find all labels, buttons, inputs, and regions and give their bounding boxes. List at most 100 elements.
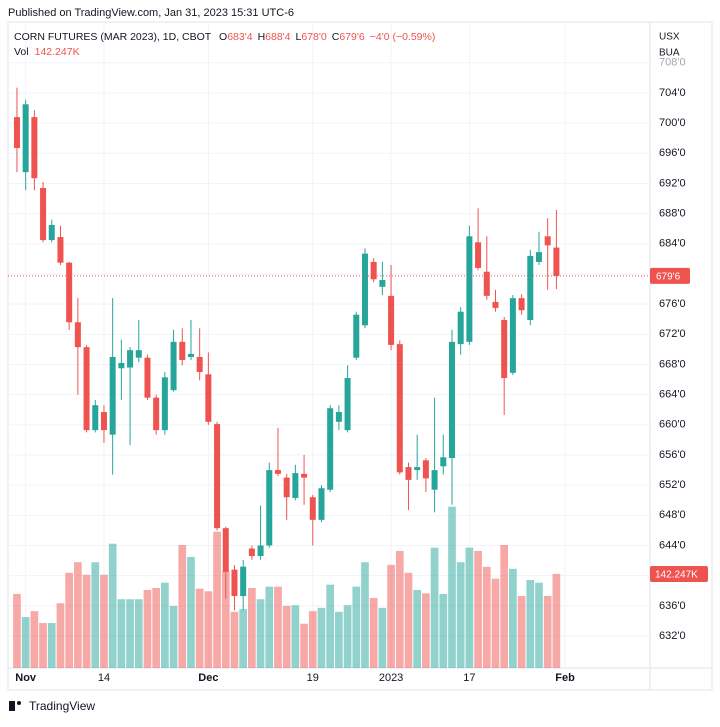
candle-body bbox=[109, 356, 116, 435]
volume-bar bbox=[265, 586, 274, 668]
volume-bar bbox=[204, 591, 213, 668]
y-tick-label: 692'0 bbox=[659, 177, 686, 189]
x-tick-label: Nov bbox=[15, 672, 37, 684]
last-price-label: 679'6 bbox=[656, 272, 681, 283]
volume-bar bbox=[552, 573, 561, 668]
volume-bar bbox=[30, 611, 39, 668]
candle-body bbox=[431, 470, 438, 490]
volume-bar bbox=[82, 574, 91, 668]
volume-bar bbox=[108, 543, 117, 668]
candle-body bbox=[553, 247, 560, 276]
candle-body bbox=[527, 255, 534, 320]
candle-body bbox=[248, 548, 255, 557]
y-tick-label: 648'0 bbox=[659, 509, 686, 521]
candle-body bbox=[335, 412, 342, 422]
candle-body bbox=[179, 341, 186, 360]
candle-body bbox=[92, 405, 99, 431]
volume-bar bbox=[256, 599, 265, 668]
legend-change: −4'0 (−0.59%) bbox=[370, 31, 436, 43]
candle-body bbox=[187, 353, 194, 357]
candle-body bbox=[266, 470, 273, 546]
candle-body bbox=[405, 467, 412, 480]
volume-bar bbox=[491, 578, 500, 668]
volume-bar bbox=[195, 588, 204, 668]
volume-bar bbox=[369, 597, 378, 668]
volume-bar bbox=[456, 562, 465, 668]
volume-label-box bbox=[650, 565, 708, 582]
volume-bar bbox=[221, 570, 230, 668]
volume-bar bbox=[282, 605, 291, 668]
volume-bar bbox=[413, 589, 422, 668]
volume-bar bbox=[448, 506, 456, 668]
volume-bar bbox=[335, 611, 343, 668]
volume-bar bbox=[361, 562, 369, 668]
logo-mark bbox=[9, 701, 15, 711]
currency-label: BUA bbox=[659, 48, 680, 59]
y-tick-label: 704'0 bbox=[659, 87, 686, 99]
volume-bar bbox=[117, 599, 126, 668]
volume-bar bbox=[248, 587, 256, 668]
legend-key: C bbox=[332, 31, 340, 43]
volume-bar bbox=[308, 611, 317, 668]
volume-bar bbox=[134, 599, 143, 668]
candle-body bbox=[448, 341, 455, 459]
candle-body bbox=[518, 298, 525, 311]
candle-body bbox=[40, 188, 47, 241]
candle-body bbox=[309, 497, 316, 520]
volume-bar bbox=[535, 582, 543, 668]
candle-body bbox=[492, 301, 499, 308]
candle-body bbox=[344, 378, 351, 431]
volume-bar bbox=[300, 623, 308, 668]
volume-bar bbox=[152, 587, 161, 668]
legend-key: L bbox=[296, 31, 302, 43]
volume-bar bbox=[100, 574, 108, 668]
candle-body bbox=[301, 473, 308, 478]
candle-body bbox=[161, 377, 168, 431]
logo-dot bbox=[17, 701, 21, 705]
x-tick-label: 17 bbox=[463, 672, 475, 684]
header: Published on TradingView.com, Jan 31, 20… bbox=[8, 7, 294, 19]
volume-label: 142.247K bbox=[655, 570, 698, 581]
volume-bar bbox=[509, 568, 517, 668]
x-tick-label: 14 bbox=[98, 672, 110, 684]
volume-bar bbox=[430, 547, 439, 668]
candle-body bbox=[257, 545, 264, 557]
candle-body bbox=[396, 344, 403, 473]
volume-bar bbox=[526, 580, 535, 668]
candle-body bbox=[83, 347, 90, 431]
volume-bar bbox=[13, 593, 21, 668]
y-tick-label: 656'0 bbox=[659, 449, 686, 461]
candle-body bbox=[370, 261, 377, 280]
y-tick-label: 652'0 bbox=[659, 479, 686, 491]
y-tick-label: 700'0 bbox=[659, 117, 686, 129]
volume-bar bbox=[91, 562, 100, 668]
candle-body bbox=[544, 236, 551, 246]
volume-bar bbox=[422, 593, 430, 668]
volume-bar bbox=[47, 623, 56, 668]
volume-bar bbox=[187, 556, 195, 668]
volume-bar bbox=[378, 607, 387, 668]
candle-body bbox=[388, 295, 395, 345]
candle-body bbox=[144, 357, 151, 398]
candle-body bbox=[205, 374, 212, 422]
candle-body bbox=[414, 467, 421, 471]
volume-bar bbox=[352, 586, 361, 668]
candle-body bbox=[22, 104, 29, 173]
legend-key: H bbox=[258, 31, 266, 43]
y-tick-label: 676'0 bbox=[659, 298, 686, 310]
currency-label: USX bbox=[659, 32, 680, 43]
y-tick-label: 672'0 bbox=[659, 328, 686, 340]
volume-bar bbox=[74, 562, 82, 668]
volume-bar bbox=[169, 605, 178, 668]
volume-bar bbox=[274, 586, 282, 668]
candle-body bbox=[283, 477, 290, 498]
volume-bar bbox=[439, 593, 448, 668]
legend-value: 688'4 bbox=[265, 31, 291, 43]
volume-bar bbox=[465, 547, 474, 668]
volume-bar bbox=[143, 589, 152, 668]
candle-body bbox=[196, 356, 203, 373]
candle-body bbox=[31, 117, 38, 179]
candle-body bbox=[118, 362, 125, 369]
volume-bar bbox=[291, 605, 300, 668]
